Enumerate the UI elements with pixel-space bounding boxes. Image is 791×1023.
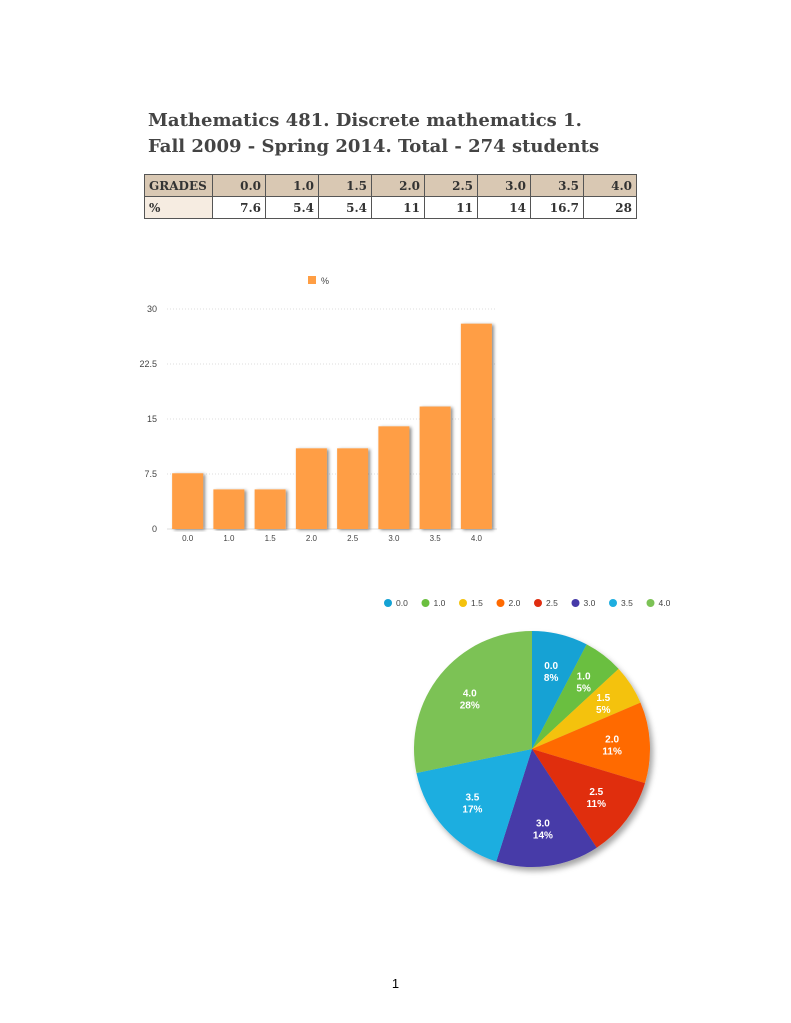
slice-percent-label: 8% bbox=[544, 673, 559, 684]
percent-cell: 11 bbox=[424, 196, 478, 219]
legend-dot bbox=[384, 599, 392, 607]
table-row: % 7.6 5.4 5.4 11 11 14 16.7 28 bbox=[144, 196, 637, 219]
legend-label: % bbox=[321, 276, 329, 286]
x-tick-label: 1.5 bbox=[265, 534, 277, 543]
legend-label: 4.0 bbox=[659, 598, 671, 608]
y-tick-label: 22.5 bbox=[139, 359, 157, 369]
grade-header-cell: 2.0 bbox=[371, 174, 425, 197]
pie-slice bbox=[414, 631, 532, 773]
legend-label: 1.0 bbox=[434, 598, 446, 608]
grades-table: GRADES 0.0 1.0 1.5 2.0 2.5 3.0 3.5 4.0 %… bbox=[144, 174, 637, 219]
pie-slice bbox=[532, 702, 650, 784]
document-title: Mathematics 481. Discrete mathematics 1.… bbox=[148, 108, 599, 160]
slice-category-label: 2.0 bbox=[605, 735, 619, 746]
pie-slice bbox=[532, 631, 587, 749]
percent-cell: 16.7 bbox=[530, 196, 584, 219]
slice-category-label: 4.0 bbox=[463, 688, 477, 699]
pie-slices bbox=[414, 631, 650, 868]
slice-percent-label: 5% bbox=[596, 705, 611, 716]
x-tick-label: 4.0 bbox=[471, 534, 483, 543]
pie-slice bbox=[532, 644, 619, 749]
legend-label: 3.5 bbox=[621, 598, 633, 608]
bar bbox=[295, 448, 327, 529]
legend-dot bbox=[496, 599, 505, 607]
percent-cell: 28 bbox=[583, 196, 637, 219]
grade-header-cell: 3.5 bbox=[530, 174, 584, 197]
legend-dot bbox=[421, 599, 430, 607]
bar bbox=[254, 489, 286, 529]
slice-category-label: 3.5 bbox=[465, 793, 479, 804]
slice-percent-label: 14% bbox=[533, 830, 553, 841]
legend-label: 0.0 bbox=[396, 598, 408, 608]
slice-category-label: 1.5 bbox=[596, 693, 610, 704]
slice-percent-label: 11% bbox=[587, 799, 607, 810]
legend-label: 1.5 bbox=[471, 598, 483, 608]
slice-percent-label: 28% bbox=[460, 700, 480, 711]
table-row-label: % bbox=[144, 196, 213, 219]
y-tick-label: 30 bbox=[147, 304, 157, 314]
x-tick-label: 3.0 bbox=[388, 534, 400, 543]
slice-category-label: 1.0 bbox=[577, 672, 591, 683]
slice-percent-label: 17% bbox=[462, 805, 482, 816]
y-tick-label: 0 bbox=[152, 524, 157, 534]
x-tick-label: 2.5 bbox=[347, 534, 359, 543]
slice-category-label: 3.0 bbox=[536, 818, 550, 829]
legend-dot bbox=[571, 599, 580, 607]
legend-label: 2.0 bbox=[509, 598, 521, 608]
legend-label: 2.5 bbox=[546, 598, 558, 608]
x-tick-label: 1.0 bbox=[223, 534, 235, 543]
table-header-row: GRADES 0.0 1.0 1.5 2.0 2.5 3.0 3.5 4.0 bbox=[144, 174, 637, 197]
x-tick-label: 2.0 bbox=[306, 534, 318, 543]
bar bbox=[460, 323, 492, 529]
table-header-label: GRADES bbox=[144, 174, 213, 197]
y-tick-label: 15 bbox=[147, 414, 157, 424]
pie-slice bbox=[532, 749, 645, 848]
legend-dot bbox=[646, 599, 655, 607]
percent-cell: 14 bbox=[477, 196, 531, 219]
grade-header-cell: 2.5 bbox=[424, 174, 478, 197]
percent-cell: 11 bbox=[371, 196, 425, 219]
grade-header-cell: 1.0 bbox=[265, 174, 319, 197]
percent-cell: 7.6 bbox=[212, 196, 266, 219]
percent-cell: 5.4 bbox=[265, 196, 319, 219]
slice-category-label: 0.0 bbox=[544, 661, 558, 672]
slice-percent-label: 11% bbox=[602, 747, 622, 758]
y-tick-label: 7.5 bbox=[144, 469, 157, 479]
grade-header-cell: 3.0 bbox=[477, 174, 531, 197]
pie-slice bbox=[416, 749, 532, 862]
pie-slice bbox=[532, 668, 641, 749]
x-tick-label: 0.0 bbox=[182, 534, 194, 543]
slice-percent-label: 5% bbox=[576, 684, 591, 695]
pie-slice bbox=[496, 749, 597, 868]
percent-cell: 5.4 bbox=[318, 196, 372, 219]
legend-swatch bbox=[308, 276, 316, 284]
title-line-2: Fall 2009 - Spring 2014. Total - 274 stu… bbox=[148, 136, 600, 157]
grade-header-cell: 0.0 bbox=[212, 174, 266, 197]
legend-label: 3.0 bbox=[584, 598, 596, 608]
grade-header-cell: 4.0 bbox=[583, 174, 637, 197]
legend-dot bbox=[534, 599, 542, 607]
bar bbox=[419, 406, 451, 529]
legend-dot bbox=[609, 599, 617, 607]
bar bbox=[337, 448, 369, 529]
bar bbox=[378, 426, 410, 529]
slice-category-label: 2.5 bbox=[589, 787, 603, 798]
legend-dot bbox=[459, 599, 467, 607]
bar bbox=[213, 489, 245, 529]
page-number: 1 bbox=[391, 976, 400, 991]
bar bbox=[172, 473, 204, 529]
x-tick-label: 3.5 bbox=[430, 534, 442, 543]
title-line-1: Mathematics 481. Discrete mathematics 1. bbox=[148, 110, 582, 131]
